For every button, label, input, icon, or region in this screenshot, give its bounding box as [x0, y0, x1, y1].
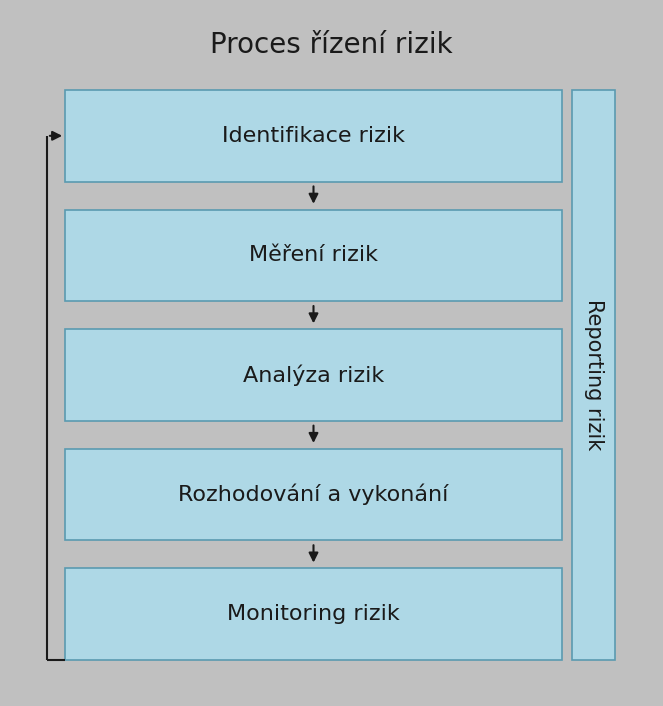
Text: Rozhodování a vykonání: Rozhodování a vykonání [178, 484, 449, 505]
Text: Monitoring rizik: Monitoring rizik [227, 604, 400, 624]
Text: Reporting rizik: Reporting rizik [583, 299, 603, 450]
Bar [65, 329, 562, 421]
Bar [65, 449, 562, 540]
Text: Analýza rizik: Analýza rizik [243, 364, 384, 385]
Bar [65, 210, 562, 301]
Text: Proces řízení rizik: Proces řízení rizik [210, 31, 453, 59]
Text: Měření rizik: Měření rizik [249, 246, 378, 265]
Bar [572, 90, 615, 660]
Bar [65, 90, 562, 181]
Bar [65, 568, 562, 660]
Text: Identifikace rizik: Identifikace rizik [222, 126, 405, 146]
